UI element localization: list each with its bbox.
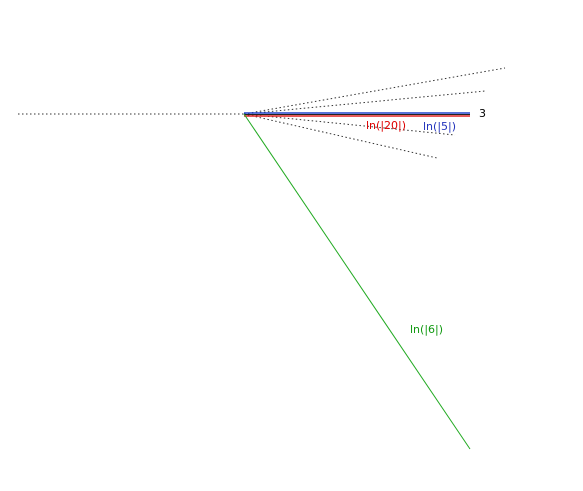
dotted-ray xyxy=(243,113,438,159)
dotted-rays xyxy=(18,67,506,159)
dotted-ray xyxy=(243,113,456,136)
green-line xyxy=(243,113,471,450)
green-label: ln(|6|) xyxy=(410,323,443,336)
dotted-ray xyxy=(243,67,506,115)
red-label: ln(|20|) xyxy=(366,119,406,132)
dotted-ray xyxy=(243,90,486,115)
blue-label: ln(|5|) xyxy=(423,120,456,133)
end-label: 3 xyxy=(479,107,486,120)
